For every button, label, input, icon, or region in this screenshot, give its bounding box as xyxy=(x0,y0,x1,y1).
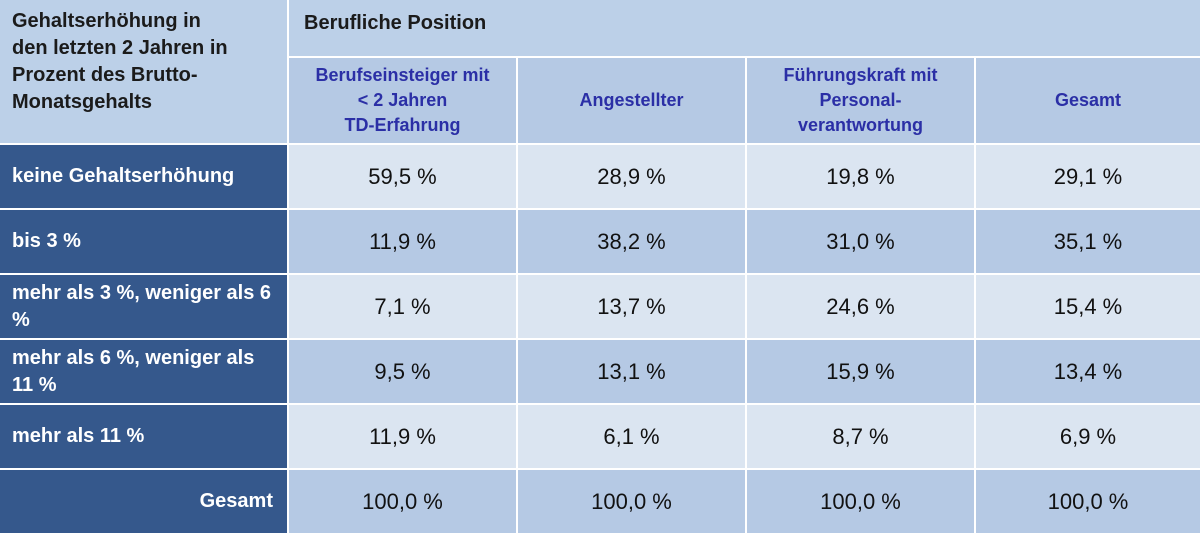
table-cell: 19,8 % xyxy=(747,145,974,208)
table-cell: 38,2 % xyxy=(518,210,745,273)
column-header-berufseinsteiger: Berufseinsteiger mit < 2 Jahren TD-Erfah… xyxy=(289,58,516,143)
row-label-total: Gesamt xyxy=(0,470,287,533)
table-cell: 29,1 % xyxy=(976,145,1200,208)
row-label: mehr als 3 %, weniger als 6 % xyxy=(0,275,287,338)
table-cell: 13,1 % xyxy=(518,340,745,403)
row-label: keine Gehaltserhöhung xyxy=(0,145,287,208)
row-label: mehr als 11 % xyxy=(0,405,287,468)
group-header-position: Berufliche Position xyxy=(289,0,1200,56)
table-cell: 100,0 % xyxy=(518,470,745,533)
table-cell: 28,9 % xyxy=(518,145,745,208)
table-cell: 7,1 % xyxy=(289,275,516,338)
table-cell: 35,1 % xyxy=(976,210,1200,273)
column-header-fuehrungskraft: Führungskraft mit Personal- verantwortun… xyxy=(747,58,974,143)
column-header-angestellter: Angestellter xyxy=(518,58,745,143)
table-cell: 31,0 % xyxy=(747,210,974,273)
table-cell: 8,7 % xyxy=(747,405,974,468)
table-cell: 100,0 % xyxy=(747,470,974,533)
table-cell: 9,5 % xyxy=(289,340,516,403)
table-cell: 15,9 % xyxy=(747,340,974,403)
row-label: bis 3 % xyxy=(0,210,287,273)
column-header-gesamt: Gesamt xyxy=(976,58,1200,143)
table-cell: 13,4 % xyxy=(976,340,1200,403)
table-cell: 6,1 % xyxy=(518,405,745,468)
table-cell: 100,0 % xyxy=(976,470,1200,533)
corner-header: Gehaltserhöhung in den letzten 2 Jahren … xyxy=(0,0,287,143)
table-cell: 11,9 % xyxy=(289,405,516,468)
table-cell: 13,7 % xyxy=(518,275,745,338)
table-cell: 15,4 % xyxy=(976,275,1200,338)
table-cell: 24,6 % xyxy=(747,275,974,338)
table-cell: 6,9 % xyxy=(976,405,1200,468)
table-cell: 59,5 % xyxy=(289,145,516,208)
table-cell: 11,9 % xyxy=(289,210,516,273)
table-cell: 100,0 % xyxy=(289,470,516,533)
row-label: mehr als 6 %, weniger als 11 % xyxy=(0,340,287,403)
